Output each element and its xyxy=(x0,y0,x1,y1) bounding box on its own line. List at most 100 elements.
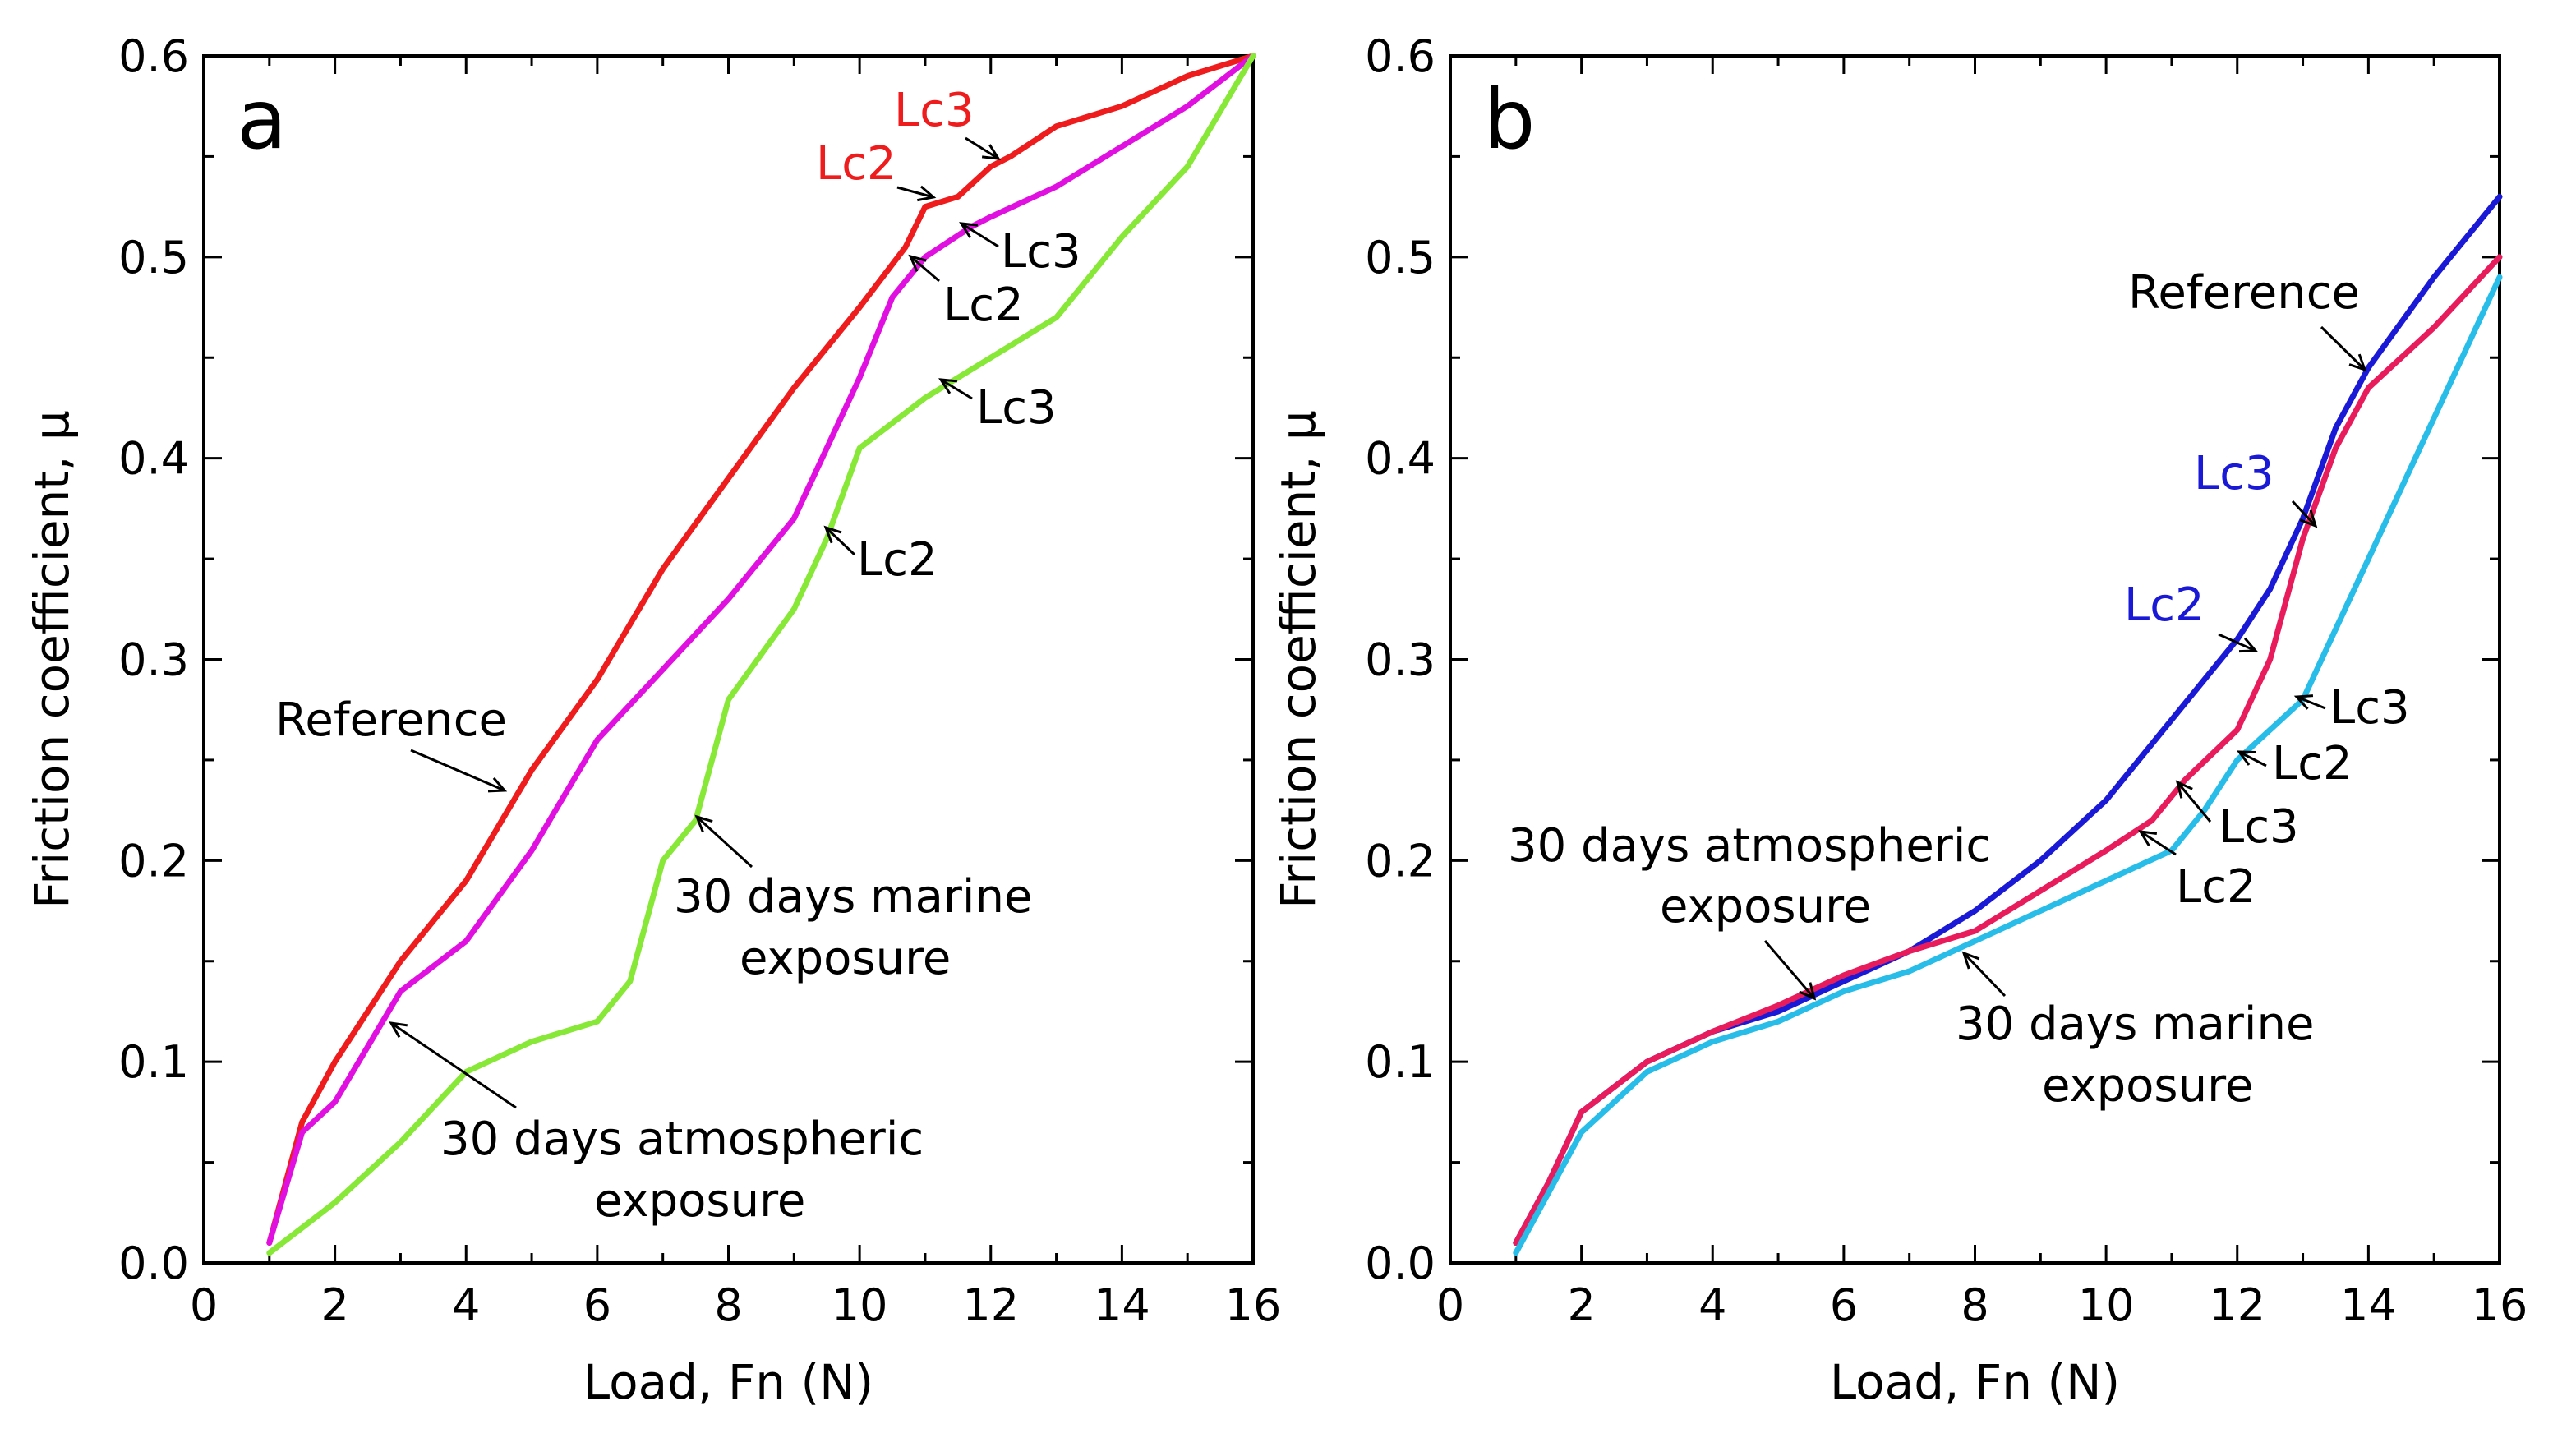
annotation-label: Lc2 xyxy=(943,279,1024,332)
x-tick-label: 2 xyxy=(1567,1279,1595,1331)
annotation-arrowhead xyxy=(2138,830,2158,846)
annotation-arrow xyxy=(965,136,999,160)
y-axis-label: Friction coefficient, μ xyxy=(1270,410,1326,909)
annotation-arrow xyxy=(695,815,753,869)
annotation-arrowhead xyxy=(1961,951,1980,970)
y-tick-label: 0.4 xyxy=(1365,433,1435,485)
annotation-label: Lc3 xyxy=(1001,225,1081,279)
y-tick-label: 0.2 xyxy=(118,835,189,887)
annotation-label: Lc3 xyxy=(894,84,975,137)
y-tick-label: 0.4 xyxy=(118,433,189,485)
annotation-label: Lc2 xyxy=(857,533,938,587)
y-tick-label: 0.6 xyxy=(118,30,189,82)
annotation-arrowhead xyxy=(2299,509,2318,528)
annotation-label: Lc3 xyxy=(2329,681,2410,735)
y-tick-label: 0.2 xyxy=(1365,835,1435,887)
plot-frame xyxy=(1449,54,2501,1265)
y-tick-label: 0.3 xyxy=(1365,634,1435,686)
panel-b: 0 2 4 6 8 10 12 14 16 0.0 0.1 0.2 0.3 0.4 0.5 0.6 Load, … xyxy=(1270,30,2528,1410)
x-tick-label: 4 xyxy=(452,1279,480,1331)
annotation-arrow xyxy=(2176,781,2212,823)
x-tick-label: 0 xyxy=(1436,1279,1464,1331)
x-tick-label: 8 xyxy=(714,1279,742,1331)
annotation-arrow xyxy=(2140,830,2177,856)
x-tick-label: 14 xyxy=(1094,1279,1150,1331)
annotation-arrow xyxy=(1962,952,2007,998)
panel-letter: b xyxy=(1483,71,1535,168)
series-line xyxy=(266,53,1256,1256)
x-tick-label: 16 xyxy=(2472,1279,2528,1331)
y-tick-label: 0.6 xyxy=(1365,30,1435,82)
annotation-arrow xyxy=(940,378,973,400)
x-tick-label: 6 xyxy=(583,1279,611,1331)
annotation-arrowhead xyxy=(2238,637,2259,653)
series-line xyxy=(266,53,1256,1246)
y-tick-label: 0.3 xyxy=(118,634,189,686)
annotation-label: 30 days atmospheric xyxy=(1508,819,1991,873)
annotation-arrowhead xyxy=(2175,780,2193,799)
annotation-label: Lc2 xyxy=(816,137,896,191)
annotation-label: exposure xyxy=(1660,880,1871,933)
annotation-label: exposure xyxy=(740,932,951,985)
annotation-arrow xyxy=(961,222,999,248)
annotation-label: 30 days atmospheric xyxy=(440,1113,924,1166)
annotation-arrow xyxy=(910,255,940,283)
x-tick-label: 12 xyxy=(962,1279,1019,1331)
annotation-label: Lc2 xyxy=(2176,860,2256,914)
annotation-arrowhead xyxy=(908,254,927,272)
annotation-arrow xyxy=(2238,750,2267,767)
annotation-arrowhead xyxy=(2236,750,2256,766)
annotation-arrowhead xyxy=(1799,982,1817,1001)
annotation-label: 30 days marine xyxy=(674,870,1032,924)
x-axis-label: Load, Fn (N) xyxy=(583,1354,873,1410)
annotation-arrowhead xyxy=(959,222,979,238)
x-tick-label: 2 xyxy=(320,1279,348,1331)
y-axis-label: Friction coefficient, μ xyxy=(24,410,80,909)
annotation-label: exposure xyxy=(594,1174,805,1228)
annotation-arrowhead xyxy=(487,776,508,793)
annotation-label: 30 days marine xyxy=(1956,998,2314,1051)
annotation-arrow xyxy=(1763,940,1816,999)
x-tick-label: 10 xyxy=(832,1279,888,1331)
panel-letter: a xyxy=(237,71,287,168)
annotation-arrow xyxy=(2296,695,2326,710)
annotation-arrow xyxy=(2320,325,2366,371)
x-tick-label: 16 xyxy=(1225,1279,1282,1331)
annotation-label: Reference xyxy=(2128,266,2360,320)
annotation-arrow xyxy=(824,526,856,556)
annotation-label: Lc3 xyxy=(976,381,1057,435)
annotation-label: Lc3 xyxy=(2219,800,2299,854)
annotation-label: Lc2 xyxy=(2272,737,2353,790)
y-tick-label: 0.1 xyxy=(1365,1036,1435,1088)
annotation-arrowhead xyxy=(389,1021,408,1039)
y-tick-label: 0.0 xyxy=(1365,1237,1435,1289)
x-tick-label: 4 xyxy=(1698,1279,1726,1331)
annotation-label: Lc2 xyxy=(2124,578,2205,632)
x-tick-label: 12 xyxy=(2209,1279,2265,1331)
annotation-arrowhead xyxy=(823,525,842,544)
annotation-arrowhead xyxy=(938,378,958,394)
y-tick-label: 0.5 xyxy=(1365,232,1435,283)
annotation-arrow xyxy=(410,749,505,792)
annotation-arrow xyxy=(390,1021,517,1109)
annotation-arrowhead xyxy=(694,814,713,833)
annotation-arrow xyxy=(896,186,934,199)
x-tick-label: 14 xyxy=(2340,1279,2397,1331)
x-tick-label: 6 xyxy=(1830,1279,1858,1331)
annotation-arrow xyxy=(2291,500,2317,528)
annotation-arrowhead xyxy=(2348,353,2367,372)
annotation-arrowhead xyxy=(917,185,937,202)
y-tick-label: 0.1 xyxy=(118,1036,189,1088)
x-tick-label: 10 xyxy=(2078,1279,2135,1331)
y-tick-label: 0.5 xyxy=(118,232,189,283)
annotation-arrowhead xyxy=(981,144,1001,160)
series-line xyxy=(1513,254,2503,1246)
x-axis-label: Load, Fn (N) xyxy=(1830,1354,2120,1410)
panel-a: 0 2 4 6 8 10 12 14 16 0.0 0.1 0.2 0.3 0.4 0.5 0.6 Load, … xyxy=(24,30,1281,1410)
annotation-label: exposure xyxy=(2042,1059,2253,1113)
y-tick-label: 0.0 xyxy=(118,1237,189,1289)
annotation-label: Lc3 xyxy=(2194,447,2274,500)
annotation-arrowhead xyxy=(2293,694,2314,710)
x-tick-label: 0 xyxy=(190,1279,218,1331)
